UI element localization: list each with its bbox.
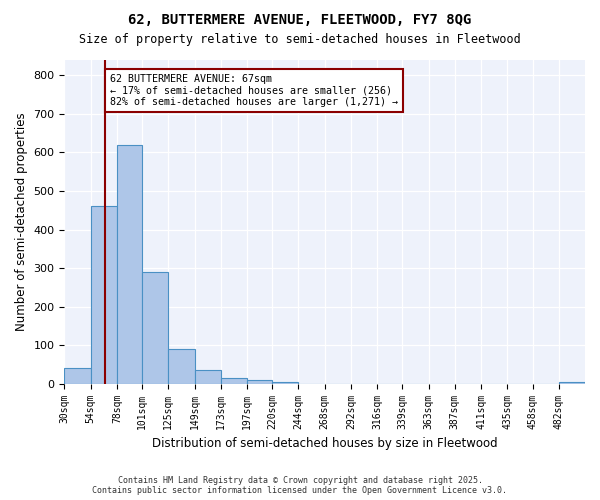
Text: Contains HM Land Registry data © Crown copyright and database right 2025.
Contai: Contains HM Land Registry data © Crown c… <box>92 476 508 495</box>
Bar <box>247 380 272 384</box>
Text: Size of property relative to semi-detached houses in Fleetwood: Size of property relative to semi-detach… <box>79 32 521 46</box>
Text: 62, BUTTERMERE AVENUE, FLEETWOOD, FY7 8QG: 62, BUTTERMERE AVENUE, FLEETWOOD, FY7 8Q… <box>128 12 472 26</box>
Y-axis label: Number of semi-detached properties: Number of semi-detached properties <box>15 112 28 331</box>
Bar <box>142 272 169 384</box>
Bar <box>91 206 117 384</box>
Bar <box>221 378 247 384</box>
Bar <box>559 382 585 384</box>
Bar <box>272 382 298 384</box>
Bar <box>64 368 91 384</box>
Bar <box>194 370 221 384</box>
Text: 62 BUTTERMERE AVENUE: 67sqm
← 17% of semi-detached houses are smaller (256)
82% : 62 BUTTERMERE AVENUE: 67sqm ← 17% of sem… <box>110 74 398 108</box>
X-axis label: Distribution of semi-detached houses by size in Fleetwood: Distribution of semi-detached houses by … <box>152 437 497 450</box>
Bar <box>117 145 142 384</box>
Bar <box>169 349 194 384</box>
